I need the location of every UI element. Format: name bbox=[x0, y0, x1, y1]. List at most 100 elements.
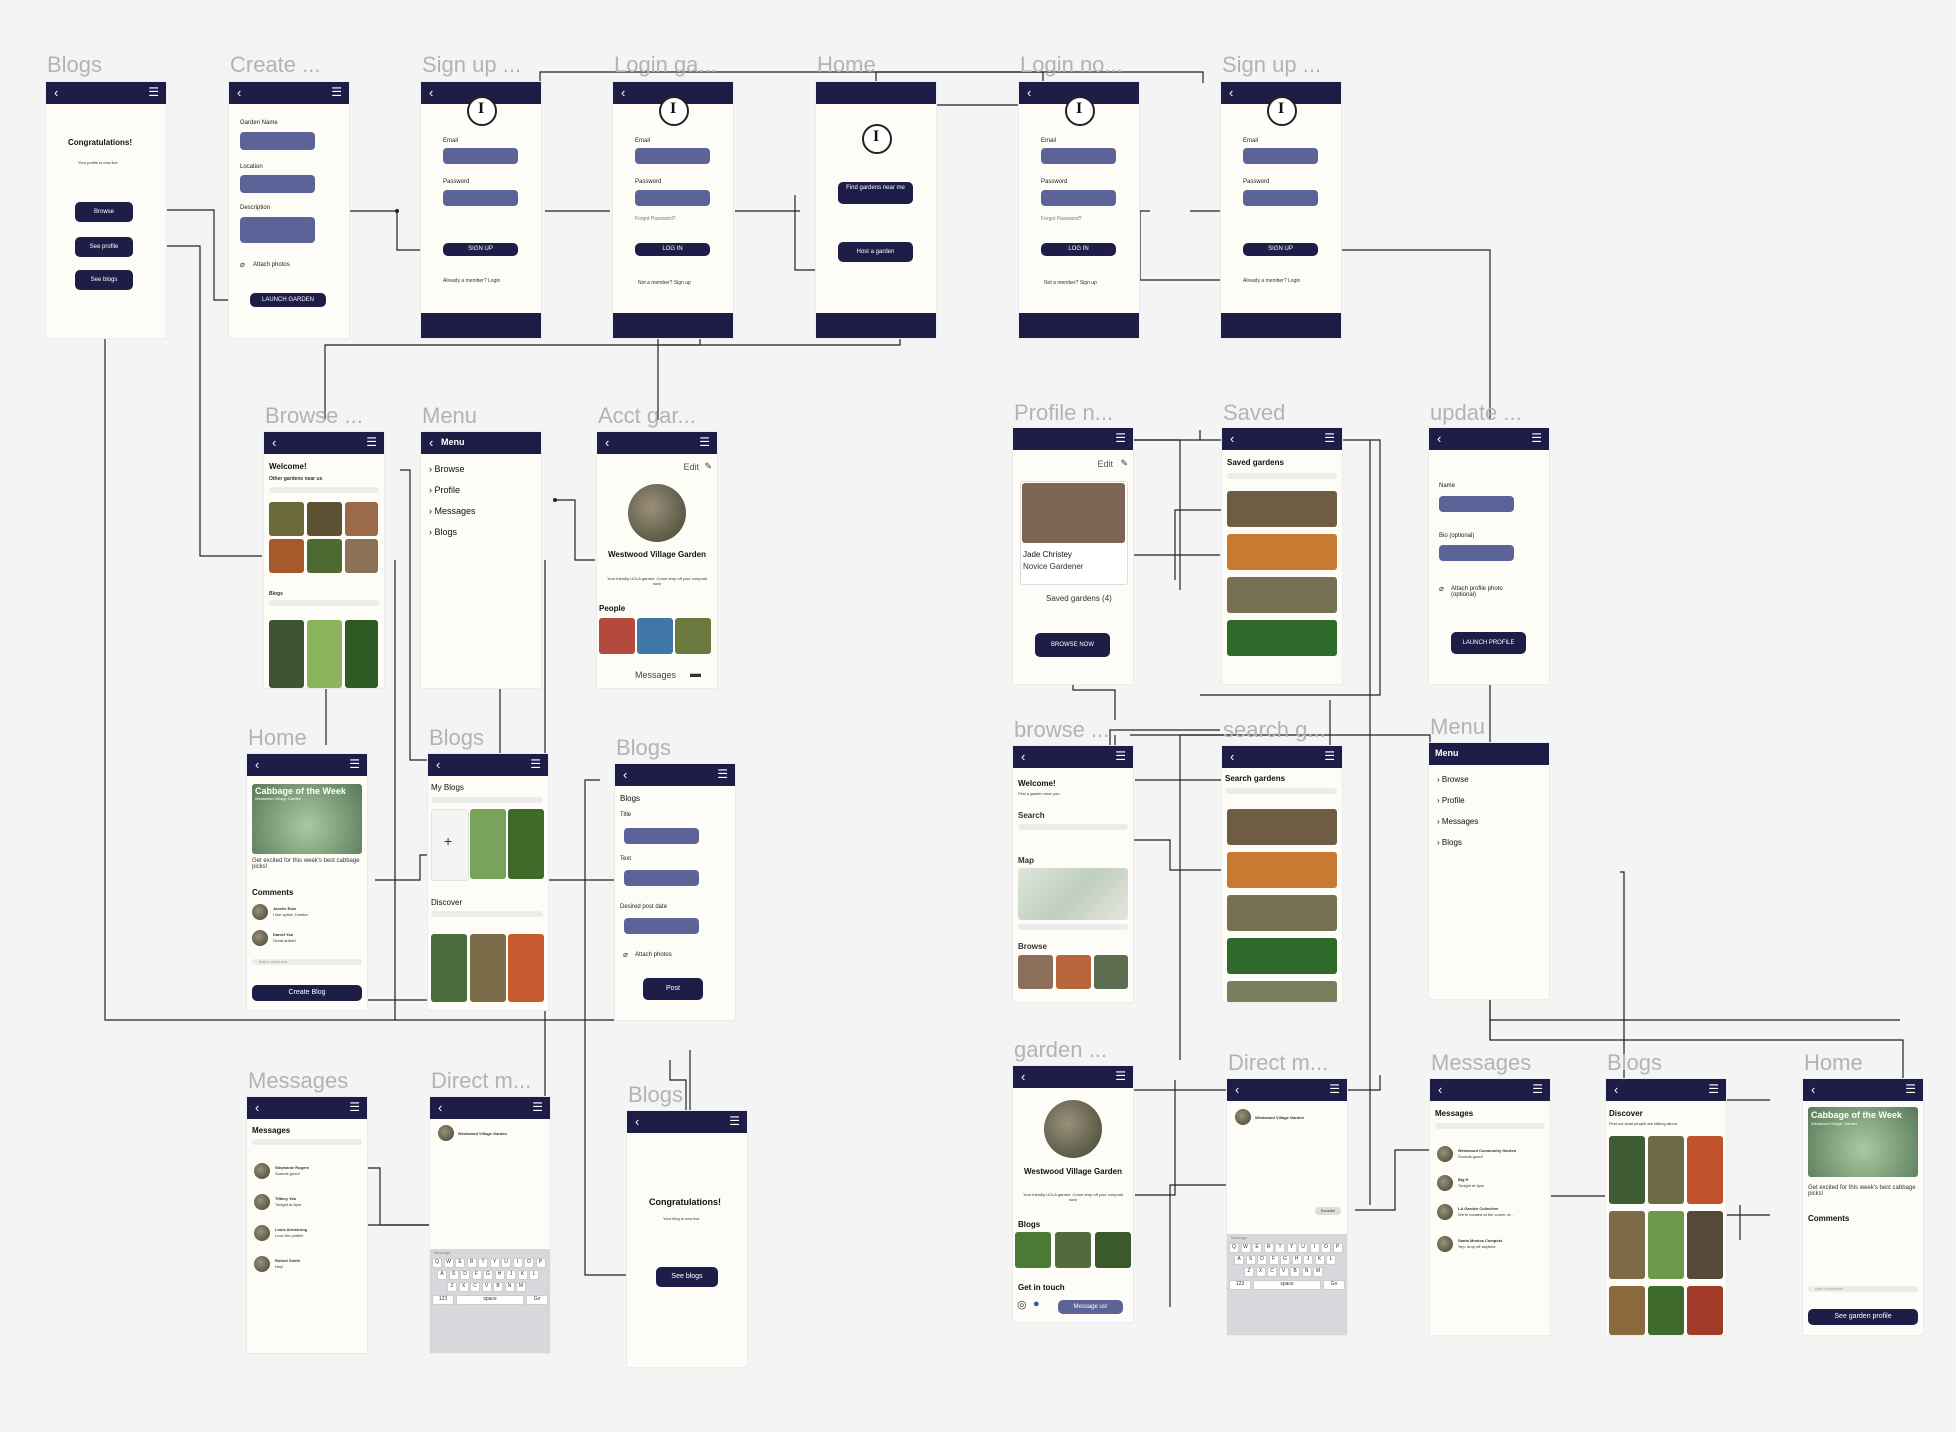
message-sender[interactable]: Santa Monica Compost bbox=[1458, 1238, 1503, 1243]
frame-browse-map[interactable]: ‹ ☰ Welcome! Find a garden near you. Sear… bbox=[1013, 746, 1133, 1002]
keyboard-key[interactable]: K bbox=[517, 1270, 528, 1280]
keyboard-key[interactable]: J bbox=[1303, 1255, 1313, 1265]
keyboard-key[interactable]: O bbox=[1321, 1243, 1331, 1253]
blog-photo[interactable] bbox=[508, 934, 544, 1002]
back-icon[interactable]: ‹ bbox=[1230, 749, 1235, 764]
see-blogs-button[interactable]: See blogs bbox=[656, 1267, 718, 1287]
blog-photo[interactable] bbox=[1095, 1232, 1131, 1268]
message-sender[interactable]: Big H bbox=[1458, 1177, 1469, 1182]
frame-new-blog[interactable]: ‹ ☰ Blogs Title Text Desired post date ⌀ … bbox=[615, 764, 735, 1020]
see-profile-button[interactable]: See profile bbox=[75, 237, 133, 257]
menu-item-profile[interactable]: › Profile bbox=[1437, 796, 1465, 805]
keyboard-key[interactable]: B bbox=[493, 1282, 503, 1292]
back-icon[interactable]: ‹ bbox=[1811, 1082, 1816, 1097]
back-icon[interactable]: ‹ bbox=[1437, 431, 1442, 446]
keyboard-key[interactable]: L bbox=[1326, 1255, 1336, 1265]
email-field[interactable] bbox=[443, 148, 518, 164]
blog-photo[interactable] bbox=[1687, 1286, 1723, 1335]
menu-icon[interactable]: ☰ bbox=[349, 757, 360, 771]
keyboard-key[interactable]: T bbox=[1275, 1243, 1285, 1253]
blog-photo[interactable] bbox=[1015, 1232, 1051, 1268]
password-field[interactable] bbox=[1243, 190, 1318, 206]
keyboard-key[interactable]: F bbox=[471, 1270, 482, 1280]
find-gardens-button[interactable]: Find gardens near me bbox=[838, 182, 913, 204]
keyboard-key[interactable]: F bbox=[1268, 1255, 1279, 1265]
message-sender[interactable]: Robert Smith bbox=[275, 1258, 301, 1263]
blog-photo[interactable] bbox=[307, 620, 342, 688]
see-blogs-button[interactable]: See blogs bbox=[75, 270, 133, 290]
name-field[interactable] bbox=[1439, 496, 1514, 512]
keyboard-key[interactable]: space bbox=[1253, 1280, 1321, 1290]
menu-icon[interactable]: ☰ bbox=[699, 435, 710, 449]
keyboard-key[interactable]: J bbox=[506, 1270, 516, 1280]
keyboard-key[interactable]: Z bbox=[447, 1282, 457, 1292]
keyboard-key[interactable]: D bbox=[1257, 1255, 1267, 1265]
back-icon[interactable]: ‹ bbox=[623, 767, 628, 782]
edit-link[interactable]: Edit bbox=[683, 462, 699, 472]
keyboard-key[interactable]: X bbox=[1255, 1267, 1266, 1277]
garden-photo[interactable] bbox=[307, 539, 342, 573]
garden-photo[interactable] bbox=[269, 539, 304, 573]
keyboard[interactable]: Message Q W E R T Y U I O P A S D F G H J K L Z X C V B N M 123 spa… bbox=[430, 1249, 550, 1353]
garden-photo[interactable] bbox=[307, 502, 342, 536]
keyboard-key[interactable]: Go bbox=[1323, 1280, 1345, 1290]
menu-item-messages[interactable]: › Messages bbox=[429, 506, 476, 516]
menu-item-messages[interactable]: › Messages bbox=[1437, 817, 1479, 826]
keyboard-key[interactable]: L bbox=[529, 1270, 539, 1280]
message-sender[interactable]: Louis Armstrong bbox=[275, 1227, 308, 1232]
keyboard-key[interactable]: 123 bbox=[432, 1295, 454, 1305]
menu-item-blogs[interactable]: › Blogs bbox=[429, 527, 458, 537]
blog-photo[interactable] bbox=[269, 620, 304, 688]
frame-saved[interactable]: ‹ ☰ Saved gardens bbox=[1222, 428, 1342, 684]
person-photo[interactable] bbox=[637, 618, 673, 654]
back-icon[interactable]: ‹ bbox=[1027, 85, 1032, 100]
frame-login-no[interactable]: ‹ Email Password Forgot Password? LOG IN… bbox=[1019, 82, 1139, 338]
signup-link[interactable]: Not a member? Sign up bbox=[638, 280, 691, 286]
keyboard-key[interactable]: P bbox=[1332, 1243, 1343, 1253]
launch-garden-button[interactable]: LAUNCH GARDEN bbox=[250, 293, 326, 307]
keyboard-key[interactable]: H bbox=[1291, 1255, 1302, 1265]
menu-icon[interactable]: ☰ bbox=[1531, 431, 1542, 445]
keyboard-key[interactable]: H bbox=[494, 1270, 505, 1280]
menu-item-browse[interactable]: › Browse bbox=[1437, 775, 1469, 784]
blog-photo[interactable] bbox=[1648, 1286, 1684, 1335]
garden-photo[interactable] bbox=[345, 502, 378, 536]
back-icon[interactable]: ‹ bbox=[54, 85, 59, 100]
keyboard-key[interactable]: W bbox=[1240, 1243, 1251, 1253]
keyboard-key[interactable]: E bbox=[455, 1258, 465, 1268]
menu-icon[interactable]: ☰ bbox=[1115, 1069, 1126, 1083]
cabbage-photo[interactable] bbox=[1808, 1107, 1918, 1177]
blog-photo[interactable] bbox=[1648, 1211, 1684, 1279]
keyboard-key[interactable]: V bbox=[1278, 1267, 1289, 1277]
signup-link[interactable]: Not a member? Sign up bbox=[1044, 280, 1097, 286]
keyboard-key[interactable]: P bbox=[535, 1258, 546, 1268]
back-icon[interactable]: ‹ bbox=[237, 85, 242, 100]
host-garden-button[interactable]: Host a garden bbox=[838, 242, 913, 262]
frame-messages-2[interactable]: ‹ ☰ Messages Westwood Community Garden So… bbox=[1430, 1079, 1550, 1335]
menu-icon[interactable]: ☰ bbox=[1324, 431, 1335, 445]
frame-browse[interactable]: ‹ ☰ Welcome! Other gardens near us Blogs bbox=[264, 432, 384, 688]
email-field[interactable] bbox=[1243, 148, 1318, 164]
menu-icon[interactable]: ☰ bbox=[1115, 431, 1126, 445]
signup-button[interactable]: SIGN UP bbox=[443, 243, 518, 256]
post-button[interactable]: Post bbox=[643, 978, 703, 1000]
frame-login-garden[interactable]: ‹ Email Password Forgot Password? LOG IN… bbox=[613, 82, 733, 338]
back-icon[interactable]: ‹ bbox=[1235, 1082, 1240, 1097]
keyboard-key[interactable]: N bbox=[504, 1282, 515, 1292]
email-field[interactable] bbox=[635, 148, 710, 164]
frame-direct-message-2[interactable]: ‹ ☰ Westwood Village Garden Sounds! Messa… bbox=[1227, 1079, 1347, 1335]
frame-update-profile[interactable]: ‹ ☰ Name Bio (optional) ⌀ Attach profile … bbox=[1429, 428, 1549, 684]
search-input[interactable] bbox=[1227, 473, 1337, 479]
frame-menu[interactable]: ‹ Menu › Browse › Profile › Messages › Bl… bbox=[421, 432, 541, 688]
plus-icon[interactable]: + bbox=[444, 833, 453, 849]
search-input[interactable] bbox=[269, 600, 379, 606]
keyboard-key[interactable]: N bbox=[1301, 1267, 1312, 1277]
instagram-icon[interactable]: ◎ bbox=[1017, 1299, 1027, 1311]
garden-photo[interactable] bbox=[1094, 955, 1128, 989]
menu-icon[interactable]: ☰ bbox=[1532, 1082, 1543, 1096]
keyboard-key[interactable]: W bbox=[443, 1258, 454, 1268]
frame-acct-garden[interactable]: ‹ ☰ Edit ✎ Westwood Village Garden Your f… bbox=[597, 432, 717, 688]
search-input[interactable] bbox=[269, 487, 379, 493]
blog-photo[interactable] bbox=[345, 620, 378, 688]
